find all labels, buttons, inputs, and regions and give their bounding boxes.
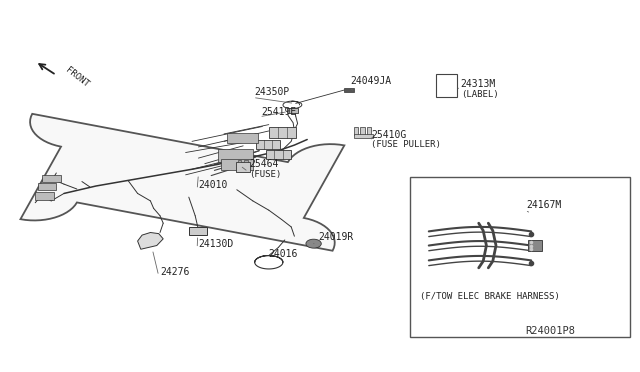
Bar — [354, 127, 358, 135]
Bar — [287, 108, 298, 113]
Bar — [189, 227, 207, 235]
Bar — [410, 177, 630, 337]
Text: FRONT: FRONT — [64, 65, 91, 89]
Polygon shape — [20, 114, 344, 251]
Bar — [436, 74, 457, 97]
Circle shape — [306, 239, 321, 248]
Text: (FUSE): (FUSE) — [250, 170, 282, 179]
Bar — [266, 150, 291, 159]
Text: 24130D: 24130D — [198, 239, 234, 249]
Bar — [35, 192, 54, 200]
Text: 24350P: 24350P — [255, 87, 290, 97]
FancyBboxPatch shape — [221, 159, 253, 170]
Text: 25464: 25464 — [250, 159, 279, 169]
Text: 24010: 24010 — [198, 180, 228, 190]
Bar — [256, 140, 280, 149]
Bar — [344, 88, 354, 92]
Text: 25410G: 25410G — [371, 129, 406, 140]
Text: 24167M: 24167M — [526, 200, 561, 210]
Bar — [528, 240, 542, 251]
Bar — [42, 175, 61, 182]
FancyBboxPatch shape — [227, 133, 258, 143]
Text: 24313M: 24313M — [461, 79, 496, 89]
Bar — [238, 160, 241, 162]
Text: R24001P8: R24001P8 — [525, 326, 575, 336]
Polygon shape — [138, 232, 163, 249]
Bar — [360, 127, 365, 135]
Bar — [38, 183, 56, 190]
FancyBboxPatch shape — [218, 149, 253, 162]
Text: 24019R: 24019R — [318, 232, 353, 242]
Bar — [236, 162, 250, 172]
Text: 24276: 24276 — [160, 267, 189, 277]
Text: 24016: 24016 — [269, 248, 298, 259]
Bar — [244, 160, 248, 162]
Text: (LABEL): (LABEL) — [461, 90, 499, 99]
Bar — [269, 127, 296, 138]
Text: 24049JA: 24049JA — [350, 76, 391, 86]
Bar — [354, 134, 373, 138]
Text: (F/TOW ELEC BRAKE HARNESS): (F/TOW ELEC BRAKE HARNESS) — [420, 292, 560, 301]
Text: 25419E: 25419E — [261, 107, 296, 117]
Bar — [367, 127, 371, 135]
Text: (FUSE PULLER): (FUSE PULLER) — [371, 140, 441, 149]
